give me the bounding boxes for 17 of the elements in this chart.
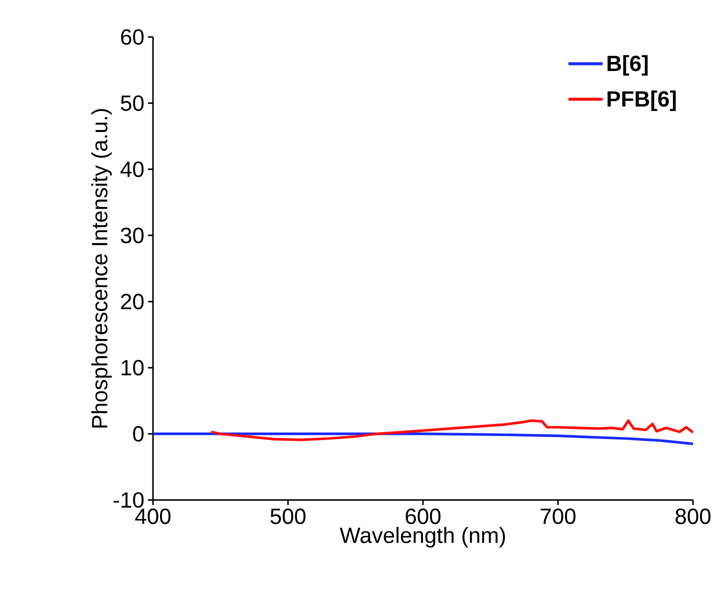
y-tick-label: 20 <box>121 294 144 310</box>
legend-label: B[6] <box>608 55 648 76</box>
y-tick-label: 60 <box>121 29 144 45</box>
x-tick-label: 700 <box>540 508 576 524</box>
y-tick-label: -10 <box>114 492 144 508</box>
x-tick-label: 500 <box>270 508 306 524</box>
y-tick-label: 40 <box>120 161 144 178</box>
y-axis-title: Phosphorescence Intensity (a.u.) <box>91 109 112 428</box>
x-tick-label: 400 <box>135 508 170 524</box>
legend-label: PFB[6] <box>608 90 676 112</box>
y-tick-label: 50 <box>120 95 144 111</box>
x-tick-label: 600 <box>406 508 440 524</box>
y-tick-label: 0 <box>133 426 144 442</box>
y-tick-label: 10 <box>122 360 144 376</box>
x-tick-label: 800 <box>676 508 710 524</box>
x-axis-title: Wavelength (nm) <box>340 526 505 548</box>
y-tick-label: 30 <box>120 228 144 244</box>
